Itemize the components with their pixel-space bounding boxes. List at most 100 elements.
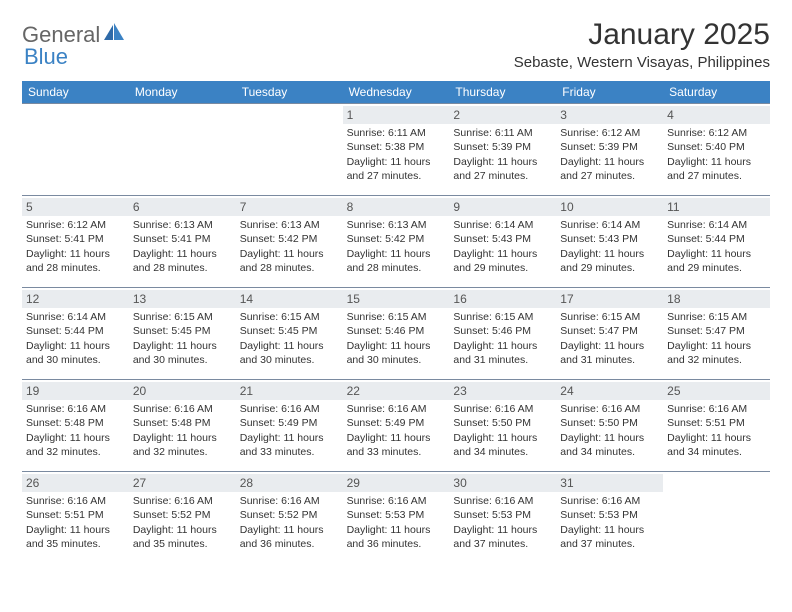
sunrise-line: Sunrise: 6:16 AM — [26, 402, 125, 416]
daylight-line: Daylight: 11 hours and 29 minutes. — [667, 247, 766, 275]
day-number: 21 — [236, 382, 343, 400]
day-number: 3 — [556, 106, 663, 124]
day-number: 6 — [129, 198, 236, 216]
title-block: January 2025 Sebaste, Western Visayas, P… — [514, 18, 770, 71]
empty-cell — [22, 103, 129, 195]
day-cell: 7Sunrise: 6:13 AMSunset: 5:42 PMDaylight… — [236, 195, 343, 287]
day-number: 10 — [556, 198, 663, 216]
weekday-header: Saturday — [663, 81, 770, 103]
sunrise-line: Sunrise: 6:15 AM — [453, 310, 552, 324]
sunset-line: Sunset: 5:53 PM — [560, 508, 659, 522]
sunrise-line: Sunrise: 6:16 AM — [347, 494, 446, 508]
day-number: 9 — [449, 198, 556, 216]
sunrise-line: Sunrise: 6:14 AM — [560, 218, 659, 232]
day-cell: 27Sunrise: 6:16 AMSunset: 5:52 PMDayligh… — [129, 471, 236, 563]
daylight-line: Daylight: 11 hours and 32 minutes. — [667, 339, 766, 367]
daylight-line: Daylight: 11 hours and 34 minutes. — [560, 431, 659, 459]
day-cell: 5Sunrise: 6:12 AMSunset: 5:41 PMDaylight… — [22, 195, 129, 287]
sunrise-line: Sunrise: 6:16 AM — [667, 402, 766, 416]
daylight-line: Daylight: 11 hours and 30 minutes. — [240, 339, 339, 367]
daylight-line: Daylight: 11 hours and 30 minutes. — [347, 339, 446, 367]
weekday-header: Sunday — [22, 81, 129, 103]
sunset-line: Sunset: 5:43 PM — [560, 232, 659, 246]
calendar-grid: SundayMondayTuesdayWednesdayThursdayFrid… — [22, 81, 770, 563]
day-cell: 21Sunrise: 6:16 AMSunset: 5:49 PMDayligh… — [236, 379, 343, 471]
calendar-page: General January 2025 Sebaste, Western Vi… — [0, 0, 792, 581]
logo-sail-icon — [103, 23, 125, 41]
daylight-line: Daylight: 11 hours and 28 minutes. — [26, 247, 125, 275]
sunset-line: Sunset: 5:41 PM — [26, 232, 125, 246]
sunset-line: Sunset: 5:50 PM — [560, 416, 659, 430]
day-number: 23 — [449, 382, 556, 400]
day-number: 16 — [449, 290, 556, 308]
daylight-line: Daylight: 11 hours and 36 minutes. — [347, 523, 446, 551]
day-cell: 9Sunrise: 6:14 AMSunset: 5:43 PMDaylight… — [449, 195, 556, 287]
sunset-line: Sunset: 5:38 PM — [347, 140, 446, 154]
sunset-line: Sunset: 5:49 PM — [347, 416, 446, 430]
daylight-line: Daylight: 11 hours and 28 minutes. — [133, 247, 232, 275]
daylight-line: Daylight: 11 hours and 33 minutes. — [347, 431, 446, 459]
sunset-line: Sunset: 5:50 PM — [453, 416, 552, 430]
day-number: 27 — [129, 474, 236, 492]
sunrise-line: Sunrise: 6:16 AM — [560, 494, 659, 508]
sunset-line: Sunset: 5:47 PM — [560, 324, 659, 338]
daylight-line: Daylight: 11 hours and 32 minutes. — [133, 431, 232, 459]
sunrise-line: Sunrise: 6:12 AM — [667, 126, 766, 140]
daylight-line: Daylight: 11 hours and 31 minutes. — [453, 339, 552, 367]
sunrise-line: Sunrise: 6:11 AM — [453, 126, 552, 140]
day-cell: 2Sunrise: 6:11 AMSunset: 5:39 PMDaylight… — [449, 103, 556, 195]
sunrise-line: Sunrise: 6:13 AM — [347, 218, 446, 232]
daylight-line: Daylight: 11 hours and 37 minutes. — [453, 523, 552, 551]
day-number: 24 — [556, 382, 663, 400]
day-cell: 25Sunrise: 6:16 AMSunset: 5:51 PMDayligh… — [663, 379, 770, 471]
daylight-line: Daylight: 11 hours and 27 minutes. — [667, 155, 766, 183]
day-cell: 28Sunrise: 6:16 AMSunset: 5:52 PMDayligh… — [236, 471, 343, 563]
sunrise-line: Sunrise: 6:11 AM — [347, 126, 446, 140]
daylight-line: Daylight: 11 hours and 34 minutes. — [453, 431, 552, 459]
day-number: 7 — [236, 198, 343, 216]
day-cell: 10 Sunrise: 6:14 AMSunset: 5:43 PMDayligh… — [556, 195, 663, 287]
daylight-line: Daylight: 11 hours and 28 minutes. — [347, 247, 446, 275]
sunrise-line: Sunrise: 6:16 AM — [453, 402, 552, 416]
sunset-line: Sunset: 5:44 PM — [667, 232, 766, 246]
day-number: 11 — [663, 198, 770, 216]
sunset-line: Sunset: 5:51 PM — [667, 416, 766, 430]
day-cell: 26Sunrise: 6:16 AMSunset: 5:51 PMDayligh… — [22, 471, 129, 563]
day-cell: 31 Sunrise: 6:16 AMSunset: 5:53 PMDayligh… — [556, 471, 663, 563]
day-cell: 20Sunrise: 6:16 AMSunset: 5:48 PMDayligh… — [129, 379, 236, 471]
sunset-line: Sunset: 5:39 PM — [560, 140, 659, 154]
daylight-line: Daylight: 11 hours and 27 minutes. — [560, 155, 659, 183]
daylight-line: Daylight: 11 hours and 37 minutes. — [560, 523, 659, 551]
empty-cell — [236, 103, 343, 195]
daylight-line: Daylight: 11 hours and 29 minutes. — [453, 247, 552, 275]
weekday-header: Monday — [129, 81, 236, 103]
day-cell: 30Sunrise: 6:16 AMSunset: 5:53 PMDayligh… — [449, 471, 556, 563]
sunrise-line: Sunrise: 6:16 AM — [240, 402, 339, 416]
sunset-line: Sunset: 5:46 PM — [453, 324, 552, 338]
weekday-header: Wednesday — [343, 81, 450, 103]
sunset-line: Sunset: 5:39 PM — [453, 140, 552, 154]
sunset-line: Sunset: 5:48 PM — [26, 416, 125, 430]
sunset-line: Sunset: 5:52 PM — [133, 508, 232, 522]
day-number: 31 — [556, 474, 663, 492]
sunset-line: Sunset: 5:45 PM — [240, 324, 339, 338]
sunset-line: Sunset: 5:47 PM — [667, 324, 766, 338]
page-header: General January 2025 Sebaste, Western Vi… — [22, 18, 770, 71]
day-cell: 22Sunrise: 6:16 AMSunset: 5:49 PMDayligh… — [343, 379, 450, 471]
empty-cell — [129, 103, 236, 195]
sunset-line: Sunset: 5:40 PM — [667, 140, 766, 154]
weekday-header: Tuesday — [236, 81, 343, 103]
daylight-line: Daylight: 11 hours and 29 minutes. — [560, 247, 659, 275]
sunrise-line: Sunrise: 6:15 AM — [347, 310, 446, 324]
sunrise-line: Sunrise: 6:15 AM — [240, 310, 339, 324]
day-cell: 19Sunrise: 6:16 AMSunset: 5:48 PMDayligh… — [22, 379, 129, 471]
day-cell: 14Sunrise: 6:15 AMSunset: 5:45 PMDayligh… — [236, 287, 343, 379]
day-cell: 29Sunrise: 6:16 AMSunset: 5:53 PMDayligh… — [343, 471, 450, 563]
sunset-line: Sunset: 5:44 PM — [26, 324, 125, 338]
logo-word-blue: Blue — [24, 44, 68, 69]
daylight-line: Daylight: 11 hours and 30 minutes. — [133, 339, 232, 367]
daylight-line: Daylight: 11 hours and 27 minutes. — [347, 155, 446, 183]
daylight-line: Daylight: 11 hours and 27 minutes. — [453, 155, 552, 183]
location-subtitle: Sebaste, Western Visayas, Philippines — [514, 54, 770, 71]
sunrise-line: Sunrise: 6:12 AM — [26, 218, 125, 232]
